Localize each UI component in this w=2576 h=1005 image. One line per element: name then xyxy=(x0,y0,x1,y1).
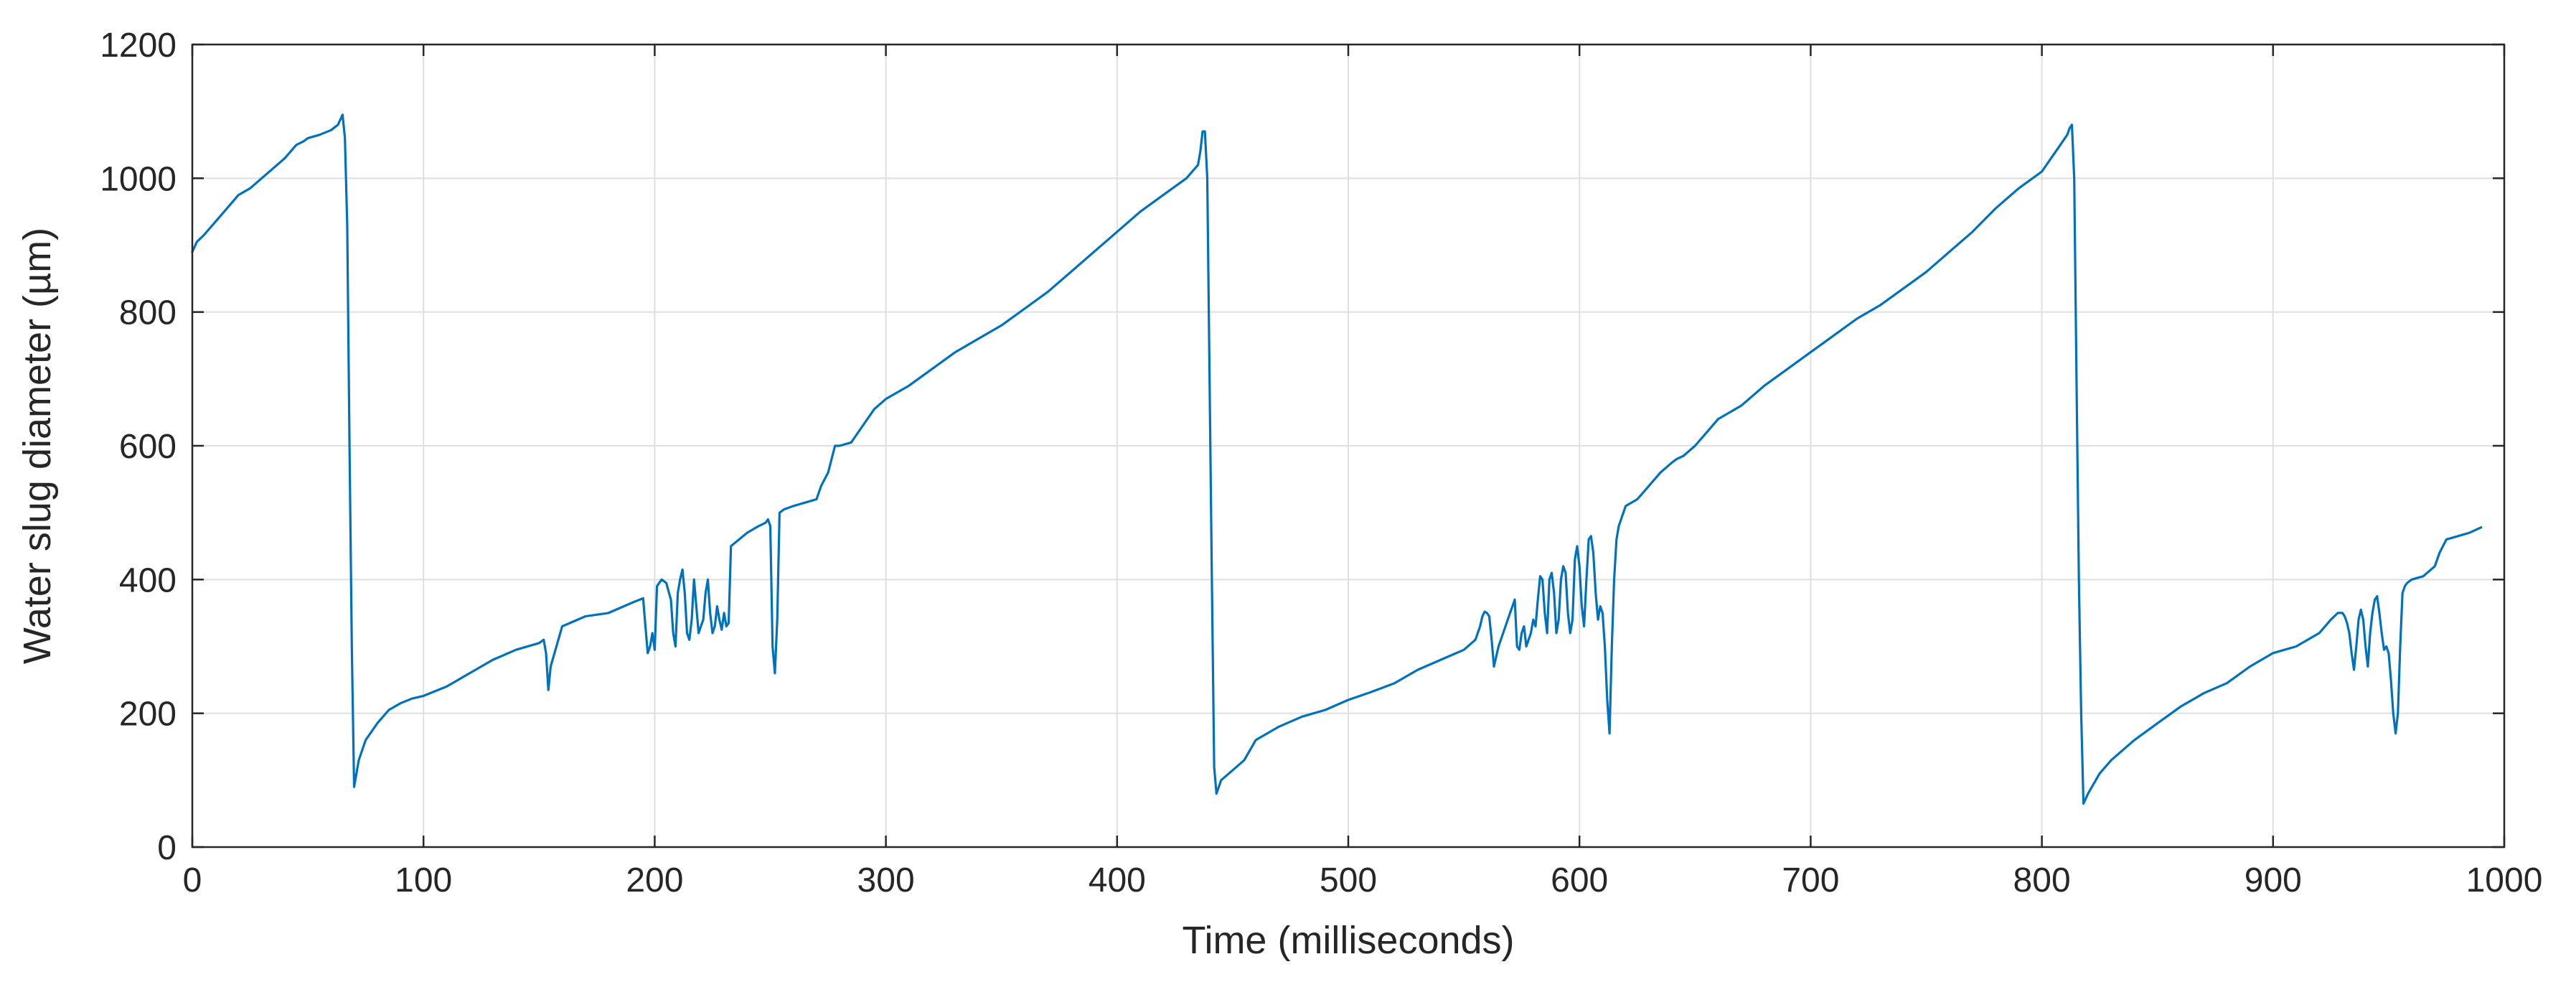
x-tick-label: 600 xyxy=(1551,861,1608,899)
x-tick-label: 500 xyxy=(1320,861,1377,899)
grid-lines xyxy=(192,45,2504,847)
x-tick-label: 400 xyxy=(1089,861,1146,899)
x-tick-label: 1000 xyxy=(2466,861,2543,899)
x-tick-label: 300 xyxy=(857,861,915,899)
x-tick-label: 0 xyxy=(183,861,202,899)
x-tick-label: 700 xyxy=(1782,861,1839,899)
y-tick-label: 400 xyxy=(119,561,177,599)
y-tick-label: 600 xyxy=(119,428,177,466)
y-tick-label: 0 xyxy=(157,829,177,867)
x-tick-label: 900 xyxy=(2244,861,2302,899)
y-axis: 0 200 400 600 800 1000 1200 xyxy=(100,27,2504,867)
y-tick-label: 200 xyxy=(119,696,177,734)
x-tick-label: 800 xyxy=(2013,861,2071,899)
y-axis-label: Water slug diameter (µm) xyxy=(16,228,59,664)
x-axis: 0 100 200 300 400 500 600 700 800 900 1000 xyxy=(183,45,2543,899)
y-tick-label: 1200 xyxy=(100,27,177,65)
series-layer xyxy=(191,113,2483,805)
x-tick-label: 100 xyxy=(395,861,452,899)
y-tick-label: 1000 xyxy=(100,160,177,198)
y-tick-label: 800 xyxy=(119,294,177,332)
x-axis-label: Time (milliseconds) xyxy=(1182,919,1514,962)
x-tick-label: 200 xyxy=(626,861,683,899)
series-line xyxy=(191,113,2483,805)
